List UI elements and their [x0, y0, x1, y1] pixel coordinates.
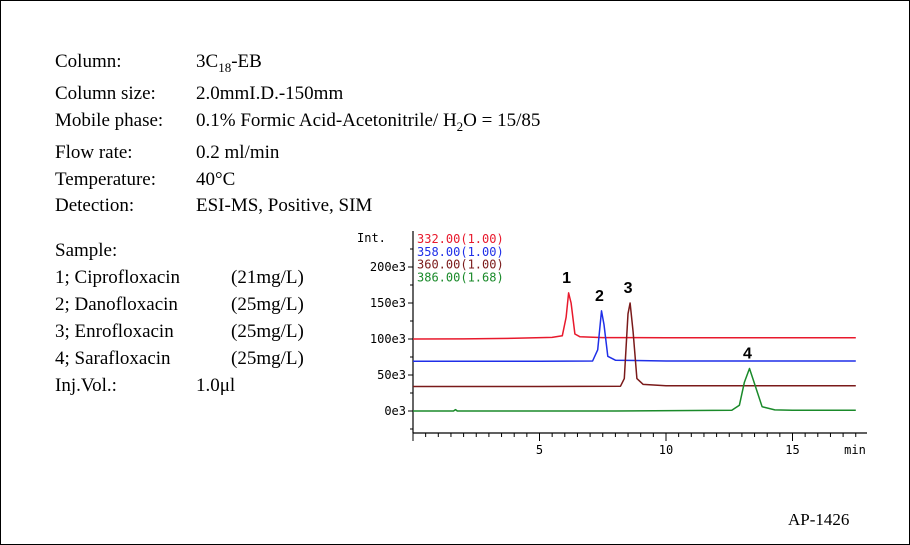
condition-label: Flow rate: — [55, 142, 133, 164]
peak-label-4: 4 — [743, 346, 752, 363]
condition-row: Detection: ESI-MS, Positive, SIM — [55, 193, 540, 220]
condition-value: 0.2 ml/min — [196, 142, 280, 164]
legend-entry-1: 332.00(1.00) — [417, 232, 504, 246]
series-trace-1 — [412, 292, 856, 340]
sample-name: 4; Sarafloxacin — [55, 348, 171, 369]
sample-name: 1; Ciprofloxacin — [55, 267, 181, 288]
sample-concentration: (25mg/L) — [231, 348, 304, 369]
peak-label-3: 3 — [624, 280, 633, 297]
condition-label: Temperature: — [55, 168, 157, 190]
sample-name: 3; Enrofloxacin — [55, 321, 174, 342]
peak-label-2: 2 — [595, 288, 604, 305]
x-tick-label: 15 — [785, 443, 799, 457]
condition-value: 3C18-EB — [196, 51, 262, 75]
condition-row: Temperature: 40°C — [55, 167, 540, 194]
x-axis-label: min — [844, 443, 866, 457]
document-code: AP-1426 — [788, 510, 850, 529]
series-trace-2 — [413, 310, 856, 363]
sample-block: Sample: 1; Ciprofloxacin (21mg/L) 2; Danof… — [55, 237, 304, 399]
condition-value: 2.0mmI.D.-150mm — [196, 83, 344, 105]
y-tick-label: 50e3 — [377, 368, 406, 382]
sample-row: 1; Ciprofloxacin (21mg/L) — [55, 264, 304, 291]
x-tick-label: 10 — [659, 443, 673, 457]
legend-entry-4: 386.00(1.68) — [417, 270, 504, 284]
sample-concentration: (21mg/L) — [231, 267, 304, 288]
injection-volume-label: Inj.Vol.: — [55, 375, 117, 396]
sample-row: 2; Danofloxacin (25mg/L) — [55, 291, 304, 318]
condition-row: Column: 3C18-EB — [55, 49, 540, 81]
legend-entry-3: 360.00(1.00) — [417, 258, 504, 272]
x-tick-label: 5 — [536, 443, 543, 457]
condition-row: Mobile phase: 0.1% Formic Acid-Acetonitri… — [55, 108, 540, 140]
condition-label: Detection: — [55, 195, 135, 217]
sample-name: 2; Danofloxacin — [55, 294, 178, 315]
y-tick-label: 150e3 — [370, 296, 406, 310]
condition-value: 0.1% Formic Acid-Acetonitrile/ H2O = 15/… — [196, 109, 541, 134]
y-axis-label: Int. — [357, 231, 386, 245]
legend-entry-2: 358.00(1.00) — [417, 245, 504, 259]
sample-concentration: (25mg/L) — [231, 321, 304, 342]
sample-row: 4; Sarafloxacin (25mg/L) — [55, 345, 304, 372]
peak-label-1: 1 — [562, 270, 571, 287]
condition-value: ESI-MS, Positive, SIM — [196, 195, 373, 217]
sample-heading: Sample: — [55, 240, 118, 261]
conditions-block: Column: 3C18-EB Column size: 2.0mmI.D.-150m… — [55, 49, 540, 220]
y-tick-label: 100e3 — [370, 332, 406, 346]
sample-concentration: (25mg/L) — [231, 294, 304, 315]
condition-label: Column: — [55, 51, 122, 72]
condition-label: Column size: — [55, 83, 156, 105]
condition-label: Mobile phase: — [55, 109, 164, 131]
condition-value: 40°C — [196, 168, 236, 190]
sample-row: 3; Enrofloxacin (25mg/L) — [55, 318, 304, 345]
series-trace-3 — [413, 302, 856, 388]
y-tick-label: 200e3 — [370, 260, 406, 274]
condition-row: Column size: 2.0mmI.D.-150mm — [55, 81, 540, 108]
y-tick-label: 0e3 — [384, 404, 406, 418]
condition-row: Flow rate: 0.2 ml/min — [55, 140, 540, 167]
injection-volume-value: 1.0μl — [196, 375, 236, 396]
series-trace-4 — [413, 367, 856, 412]
